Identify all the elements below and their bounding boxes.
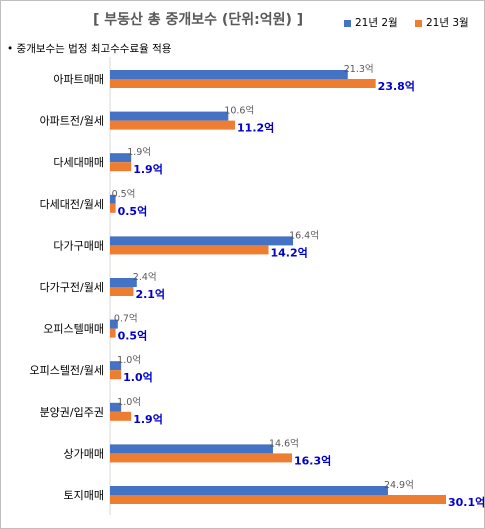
data-label-feb: 1.0억: [117, 396, 141, 408]
bar-mar: [110, 203, 116, 213]
bar-feb: [110, 70, 348, 79]
legend-label-feb: 21년 2월: [355, 17, 398, 29]
category-label: 다세대매매: [53, 156, 104, 169]
bar-feb: [110, 194, 116, 204]
data-label-feb: 10.6억: [224, 105, 254, 117]
data-label-mar: 1.9억: [133, 413, 163, 426]
bar-mar: [110, 79, 376, 88]
category-label: 아파트매매: [53, 73, 104, 86]
data-label-mar: 14.2억: [271, 246, 308, 259]
category-label: 오피스텔매매: [43, 323, 104, 336]
category-label: 다가구매매: [53, 239, 104, 252]
bar-mar: [110, 453, 292, 463]
data-label-feb: 1.0억: [117, 354, 141, 366]
data-label-feb: 2.4억: [133, 271, 157, 283]
bar-mar: [110, 162, 132, 172]
data-label-feb: 16.4억: [289, 229, 319, 241]
data-label-mar: 2.1억: [135, 288, 165, 301]
bar-mar: [110, 120, 236, 130]
bar-feb: [110, 361, 122, 371]
bar-mar: [110, 495, 446, 504]
category-label: 상가매매: [64, 447, 104, 460]
bar-mar: [110, 328, 116, 338]
category-label: 분양권/입주권: [40, 406, 104, 419]
bar-mar: [110, 245, 269, 255]
data-label-feb: 21.3억: [344, 63, 374, 75]
chart-title: [ 부동산 총 중개보수 (단위:억원) ]: [93, 12, 304, 28]
bar-feb: [110, 278, 137, 287]
category-label: 다세대전/월세: [40, 198, 104, 211]
chart-note: • 중개보수는 법정 최고수수료율 적용: [7, 43, 172, 55]
bar-feb: [110, 444, 273, 454]
data-label-mar: 0.5억: [118, 330, 148, 343]
bar-mar: [110, 287, 134, 296]
bar-feb: [110, 236, 294, 246]
legend-label-mar: 21년 3월: [426, 17, 469, 29]
data-label-mar: 1.0억: [123, 371, 153, 384]
legend-swatch-mar: [415, 19, 422, 27]
data-label-mar: 0.5억: [118, 205, 148, 218]
data-label-feb: 24.9억: [384, 479, 414, 491]
data-label-mar: 23.8억: [378, 80, 415, 93]
bar-mar: [110, 411, 132, 421]
category-label: 아파트전/월세: [40, 115, 104, 128]
category-label: 토지매매: [64, 489, 104, 502]
bar-feb: [110, 111, 229, 121]
bar-feb: [110, 402, 122, 412]
legend-item-mar: 21년 3월: [415, 15, 469, 30]
data-label-feb: 1.9억: [127, 146, 151, 158]
category-label: 다가구전/월세: [40, 281, 104, 294]
data-label-mar: 30.1억: [448, 496, 485, 509]
bar-feb: [110, 153, 132, 163]
bar-mar: [110, 370, 122, 380]
data-label-mar: 1.9억: [133, 163, 163, 176]
legend-item-feb: 21년 2월: [344, 15, 398, 30]
data-label-feb: 14.6억: [269, 437, 299, 449]
data-label-mar: 11.2억: [237, 122, 274, 135]
data-label-mar: 16.3억: [294, 454, 331, 467]
data-label-feb: 0.7억: [114, 313, 138, 325]
data-label-feb: 0.5억: [112, 188, 136, 200]
category-label: 오피스텔전/월세: [29, 364, 104, 377]
bar-feb: [110, 319, 118, 329]
bar-feb: [110, 486, 388, 495]
legend-swatch-feb: [344, 19, 351, 27]
